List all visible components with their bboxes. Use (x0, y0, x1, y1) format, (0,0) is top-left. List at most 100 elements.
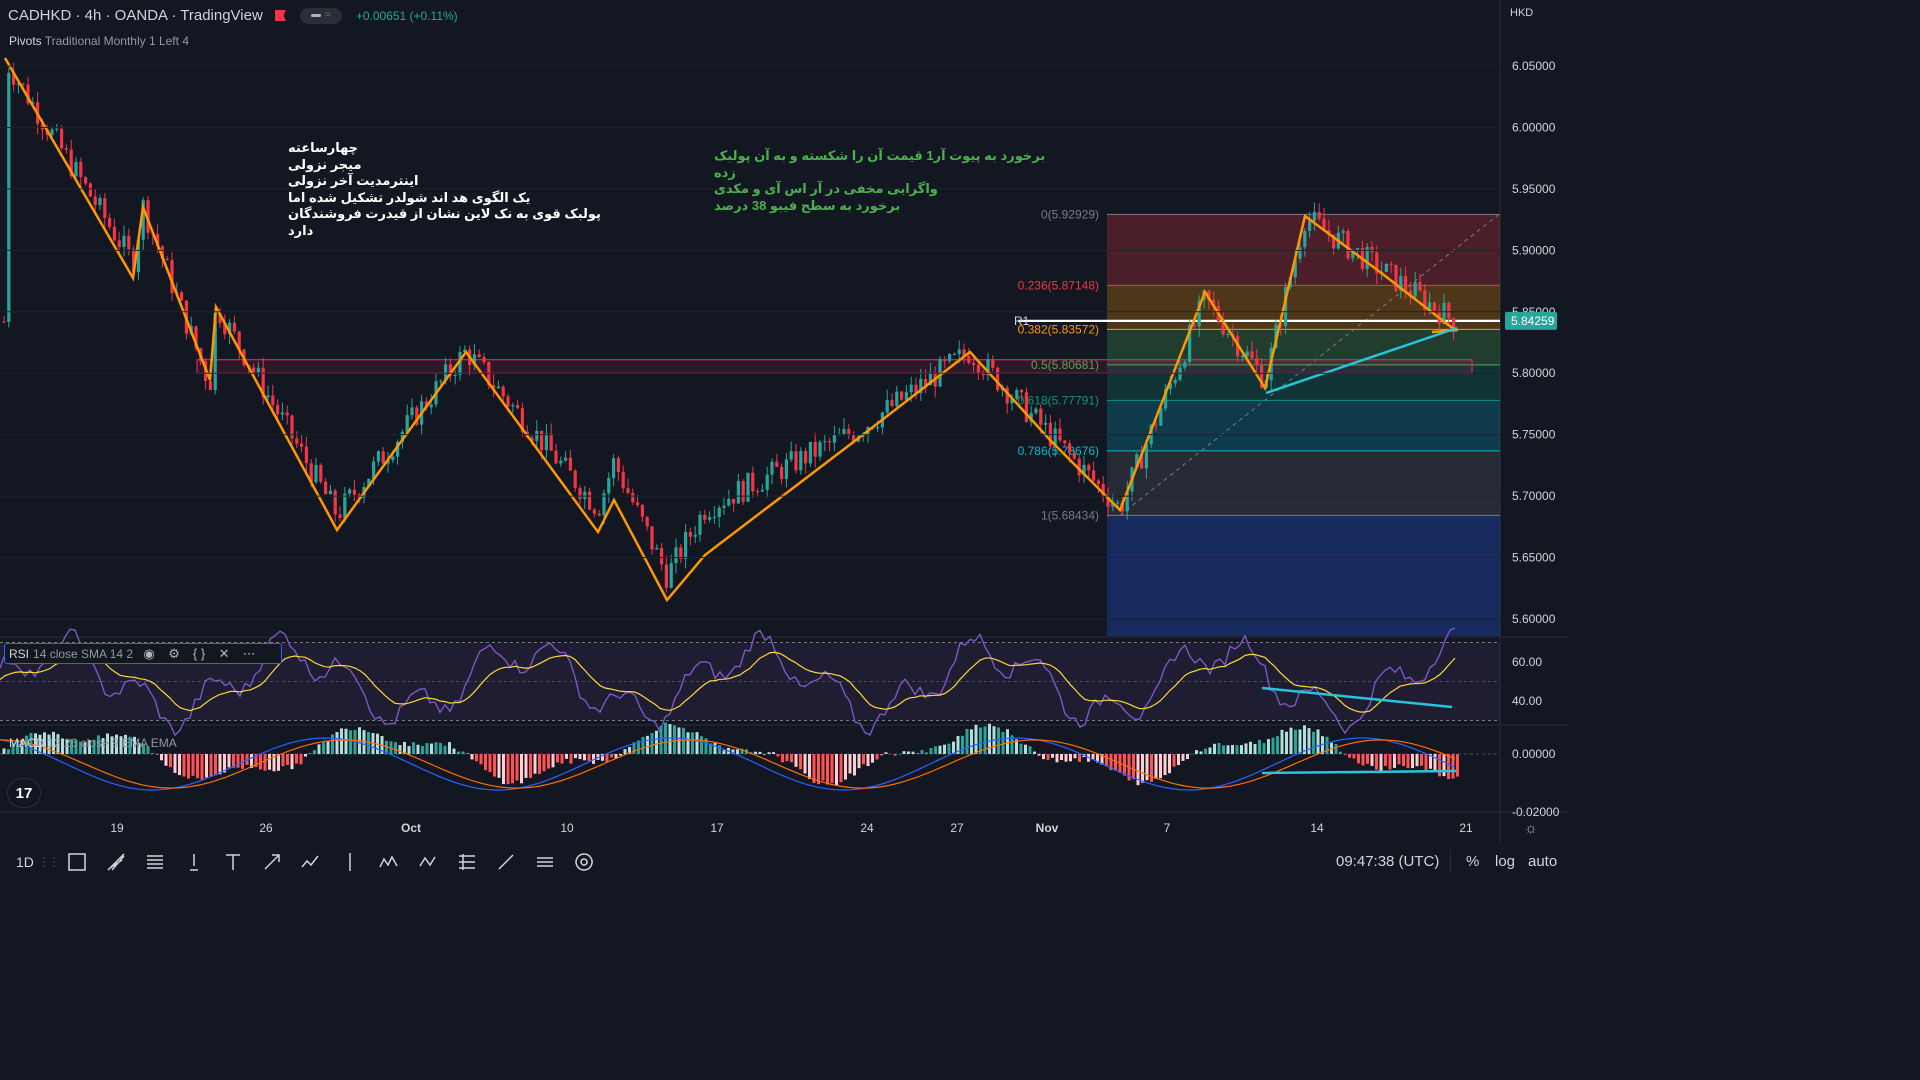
long-position-tool[interactable] (448, 845, 486, 879)
chart-settings-icon[interactable]: ☼ (1524, 820, 1538, 837)
price-tick-label: 5.70000 (1512, 489, 1556, 503)
candle-body (770, 461, 774, 475)
macd-bar (920, 749, 924, 754)
rsi-legend[interactable]: RSI 14 close SMA 14 2 ◉ ⚙ { } ✕ ⋯ (4, 643, 282, 664)
macd-divergence-line (1261, 769, 1457, 775)
fib-level-label: 0.236(5.87148) (1018, 278, 1099, 292)
candle-body (506, 396, 510, 407)
candle-body (832, 434, 836, 443)
pivots-legend[interactable]: Pivots Traditional Monthly 1 Left 4 (9, 34, 189, 48)
brush-tool[interactable] (175, 845, 213, 879)
pivots-params: Traditional Monthly 1 Left 4 (44, 34, 189, 48)
xabcd-tool[interactable] (370, 845, 408, 879)
utc-clock[interactable]: 09:47:38 (UTC) (1336, 853, 1440, 870)
candle-body (727, 498, 731, 506)
macd-bar (1271, 737, 1275, 754)
gear-icon[interactable]: ⚙ (168, 645, 180, 661)
candle-body (1168, 383, 1172, 390)
candle-body (1087, 464, 1091, 471)
macd-bar (133, 736, 136, 754)
annotation-line: چهارساعته (288, 140, 359, 155)
candle-body (1116, 502, 1120, 504)
fib-level-label: 0(5.92929) (1041, 207, 1099, 221)
abcd-tool[interactable] (409, 845, 447, 879)
log-toggle[interactable]: log (1495, 853, 1516, 870)
macd-bar (1294, 729, 1297, 754)
annotation-green[interactable]: برخورد به پیوت آر1 قیمت آن را شکسته و به… (714, 148, 1054, 214)
candle-body (1365, 247, 1369, 269)
macd-bar (884, 752, 888, 754)
flag-icon[interactable] (274, 10, 286, 21)
macd-bar (1078, 754, 1081, 762)
price-chart-canvas[interactable]: 0(5.92929) 0.236(5.87148) 0.382(5.83572) 0.… (0, 0, 1568, 842)
candle-body (650, 526, 654, 550)
annotation-line: میجر نزولی (288, 156, 362, 172)
macd-bar (592, 754, 595, 764)
macd-bar (1303, 725, 1306, 754)
macd-bar (362, 730, 366, 754)
macd-bar (925, 752, 928, 754)
candle-body (295, 438, 299, 444)
drag-handle-icon[interactable]: ⋮⋮ (38, 855, 60, 869)
magnet-tool[interactable] (565, 845, 603, 879)
macd-signal-line (0, 739, 1456, 789)
macd-bar (1442, 754, 1446, 777)
trend-line-tool[interactable] (97, 845, 135, 879)
text-tool[interactable] (214, 845, 252, 879)
vertical-line-tool[interactable] (331, 845, 369, 879)
macd-bar (781, 754, 784, 763)
macd-bar (988, 723, 991, 754)
time-tick-label: 27 (950, 821, 964, 835)
time-tick-label: 14 (1310, 821, 1324, 835)
candle-body (213, 312, 217, 391)
source-code-icon[interactable]: { } (192, 646, 206, 661)
candle-body (1183, 361, 1187, 368)
macd-legend[interactable]: MACD 12 26 close 9 EMA EMA (9, 736, 177, 750)
more-icon[interactable]: ⋯ (242, 645, 256, 661)
candle-body (636, 502, 640, 506)
pattern-tool[interactable] (292, 845, 330, 879)
crosshair-tool[interactable] (58, 845, 96, 879)
auto-toggle[interactable]: auto (1528, 853, 1558, 870)
price-tick-label: 5.60000 (1512, 612, 1556, 626)
macd-tick-label: 0.00000 (1512, 747, 1556, 761)
percent-toggle[interactable]: % (1466, 853, 1480, 870)
macd-bar (844, 754, 847, 780)
tradingview-logo[interactable]: 17 (8, 779, 40, 807)
arrow-tool[interactable] (253, 845, 291, 879)
macd-bar (421, 745, 424, 754)
candle-body (1351, 249, 1355, 259)
currency-label[interactable]: HKD (1510, 7, 1534, 19)
macd-bar (542, 754, 546, 772)
macd-bar (1010, 735, 1014, 754)
macd-bar (695, 732, 699, 754)
fib-tool[interactable] (136, 845, 174, 879)
macd-bar (979, 727, 982, 754)
macd-bar (16, 739, 19, 754)
macd-bar (1217, 742, 1221, 754)
macd-bar (137, 743, 141, 754)
macd-bar (560, 754, 564, 764)
ruler-tool[interactable] (487, 845, 525, 879)
macd-bar (1168, 754, 1171, 774)
macd-bar (241, 754, 244, 769)
macd-bar (434, 742, 438, 754)
timeframe-button[interactable]: 1D (16, 854, 34, 870)
eye-icon[interactable]: ◉ (143, 645, 155, 661)
macd-bar (1406, 754, 1410, 769)
candle-body (732, 498, 736, 504)
candle-body (1092, 470, 1096, 481)
annotation-white[interactable]: چهارساعته میجر نزولی اینترمدیت آخر نزولی… (288, 140, 618, 239)
trend-line-icon (107, 853, 125, 871)
macd-bar (754, 751, 757, 754)
close-icon[interactable]: ✕ (218, 645, 230, 661)
candle-body (453, 374, 457, 376)
parallel-channel-tool[interactable] (526, 845, 564, 879)
macd-bar (11, 743, 15, 754)
market-status-badge[interactable]: ≈ (299, 7, 342, 24)
annotation-line: برخورد به پیوت آر1 قیمت آن را شکسته و به… (714, 148, 1046, 180)
candle-body (12, 72, 16, 85)
symbol-title[interactable]: CADHKD · 4h · OANDA · TradingView (8, 7, 263, 24)
macd-bar (1046, 754, 1050, 760)
macd-bar (826, 754, 829, 785)
